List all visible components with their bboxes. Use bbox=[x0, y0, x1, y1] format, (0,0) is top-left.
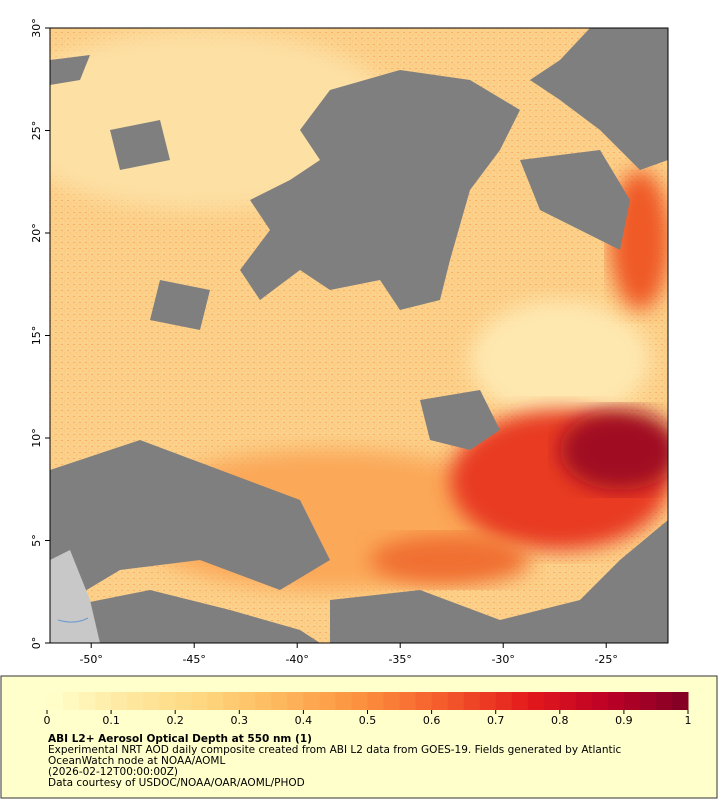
colorbar-segment bbox=[527, 692, 545, 710]
caption-line: Data courtesy of USDOC/NOAA/OAR/AOML/PHO… bbox=[48, 777, 305, 789]
caption-title: ABI L2+ Aerosol Optical Depth at 550 nm … bbox=[48, 733, 312, 745]
colorbar-tick-label: 0.2 bbox=[166, 714, 184, 727]
colorbar-segment bbox=[607, 692, 625, 710]
colorbar-segment bbox=[495, 692, 513, 710]
map-image bbox=[50, 28, 668, 643]
x-tick-label: -30° bbox=[491, 653, 514, 666]
colorbar-tick-label: 0.8 bbox=[551, 714, 569, 727]
colorbar-segment bbox=[463, 692, 481, 710]
colorbar-tick-label: 0.6 bbox=[423, 714, 441, 727]
caption-line: Experimental NRT AOD daily composite cre… bbox=[48, 744, 622, 756]
y-tick-label: 30° bbox=[30, 18, 43, 38]
colorbar-segment bbox=[319, 692, 336, 710]
colorbar-segment bbox=[479, 692, 497, 710]
colorbar-segment bbox=[639, 692, 657, 710]
colorbar-tick-label: 0 bbox=[44, 714, 51, 727]
colorbar-segment bbox=[367, 692, 385, 710]
colorbar-segment bbox=[111, 692, 128, 710]
colorbar-segment bbox=[559, 692, 577, 710]
colorbar-segment bbox=[671, 692, 689, 710]
y-tick-label: 5° bbox=[30, 534, 43, 547]
caption-line: (2026-02-12T00:00:00Z) bbox=[48, 766, 178, 778]
colorbar-segment bbox=[271, 692, 288, 710]
colorbar-segment bbox=[159, 692, 176, 710]
colorbar: 0 0.1 0.2 0.3 0.4 0.5 0.6 0.7 0.8 0.9 1 bbox=[44, 692, 692, 727]
colorbar-segment bbox=[191, 692, 208, 710]
colorbar-segment bbox=[63, 692, 80, 710]
axes: -50° -45° -40° -35° -30° -25° 0° 5° 10° 15° 20° 25°… bbox=[30, 18, 618, 666]
colorbar-segment bbox=[351, 692, 368, 710]
y-tick-label: 20° bbox=[30, 223, 43, 243]
colorbar-segment bbox=[143, 692, 160, 710]
colorbar-segment bbox=[623, 692, 641, 710]
colorbar-segment bbox=[383, 692, 401, 710]
colorbar-segment bbox=[287, 692, 304, 710]
x-tick-label: -45° bbox=[182, 653, 205, 666]
colorbar-segment bbox=[511, 692, 529, 710]
colorbar-segment bbox=[255, 692, 272, 710]
colorbar-segment bbox=[127, 692, 144, 710]
colorbar-tick-label: 0.9 bbox=[615, 714, 633, 727]
colorbar-segment bbox=[431, 692, 449, 710]
colorbar-segment bbox=[447, 692, 465, 710]
colorbar-segment bbox=[47, 692, 64, 710]
colorbar-segment bbox=[223, 692, 240, 710]
colorbar-segment bbox=[543, 692, 561, 710]
colorbar-segment bbox=[575, 692, 593, 710]
colorbar-segment bbox=[175, 692, 192, 710]
colorbar-tick-label: 0.3 bbox=[231, 714, 249, 727]
colorbar-tick-label: 0.5 bbox=[359, 714, 377, 727]
y-tick-label: 15° bbox=[30, 326, 43, 346]
y-tick-label: 0° bbox=[30, 637, 43, 650]
colorbar-tick-label: 1 bbox=[685, 714, 692, 727]
colorbar-tick-label: 0.1 bbox=[102, 714, 120, 727]
x-tick-label: -40° bbox=[285, 653, 308, 666]
y-tick-label: 25° bbox=[30, 121, 43, 141]
colorbar-tick-label: 0.4 bbox=[295, 714, 313, 727]
colorbar-tick-label: 0.7 bbox=[487, 714, 505, 727]
colorbar-segment bbox=[335, 692, 352, 710]
colorbar-segment bbox=[207, 692, 224, 710]
colorbar-segment bbox=[591, 692, 609, 710]
colorbar-segment bbox=[415, 692, 433, 710]
colorbar-segment bbox=[79, 692, 96, 710]
colorbar-segment bbox=[303, 692, 320, 710]
x-tick-label: -25° bbox=[594, 653, 617, 666]
caption-line: OceanWatch node at NOAA/AOML bbox=[48, 755, 225, 767]
x-tick-label: -50° bbox=[79, 653, 102, 666]
colorbar-segment bbox=[95, 692, 112, 710]
y-tick-label: 10° bbox=[30, 428, 43, 448]
colorbar-segment bbox=[399, 692, 417, 710]
colorbar-segment bbox=[655, 692, 673, 710]
x-tick-label: -35° bbox=[388, 653, 411, 666]
colorbar-segment bbox=[239, 692, 256, 710]
